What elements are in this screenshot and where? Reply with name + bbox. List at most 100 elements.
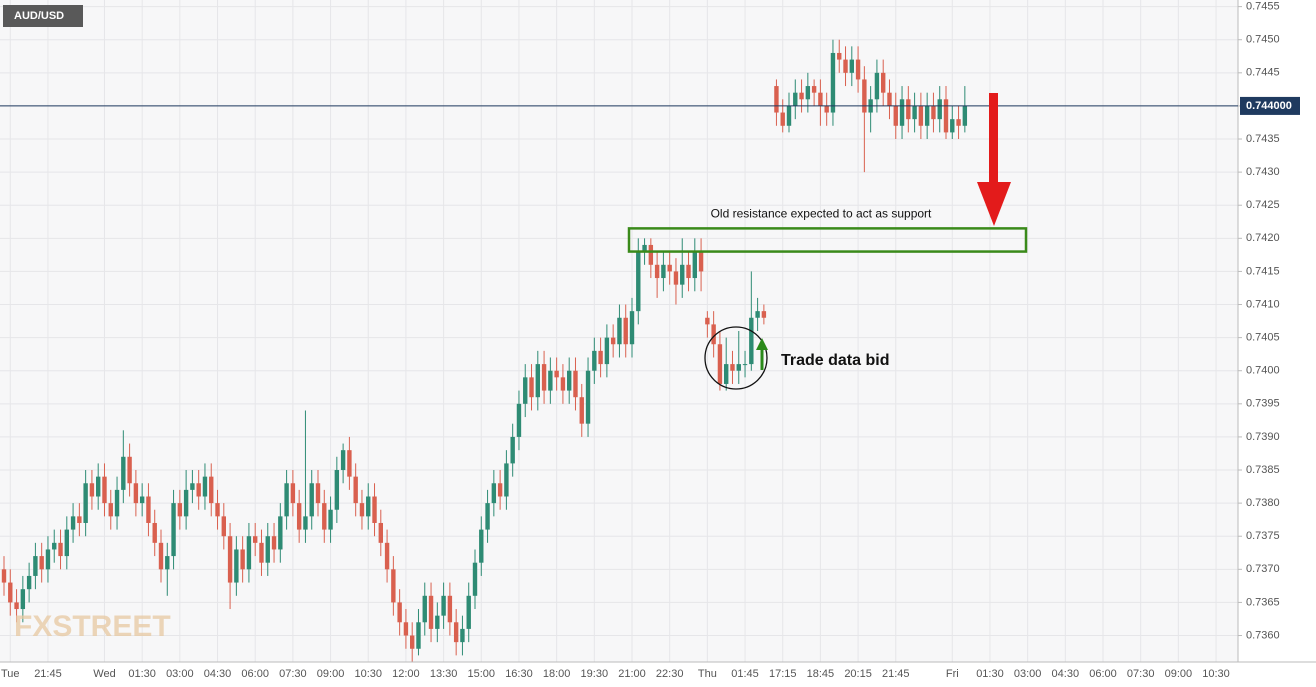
candle-body	[636, 251, 641, 312]
candle-body	[604, 337, 610, 365]
candle-body	[58, 542, 63, 557]
candle-body	[497, 483, 503, 497]
candle-body	[96, 476, 101, 497]
watermark: FXSTREET	[14, 610, 171, 643]
x-tick-label: 21:45	[34, 668, 62, 680]
candle-body	[190, 483, 195, 490]
candle-body	[962, 105, 968, 126]
candle-body	[724, 364, 729, 384]
x-tick-label: 18:45	[807, 668, 835, 680]
candle-body	[309, 483, 314, 517]
candle-body	[139, 496, 145, 504]
x-tick-label: 21:45	[882, 668, 910, 680]
x-tick-label: 09:00	[317, 668, 345, 680]
x-tick-label: 10:30	[1202, 668, 1230, 680]
y-tick-label: 0.7435	[1246, 133, 1280, 145]
candle-body	[950, 119, 955, 133]
candle-body	[253, 536, 258, 543]
candle-body	[711, 324, 716, 345]
candle-body	[504, 463, 509, 497]
y-tick-label: 0.7395	[1246, 398, 1280, 410]
x-tick-label: 09:00	[1165, 668, 1193, 680]
x-tick-label: 04:30	[1052, 668, 1080, 680]
x-tick-label: Fri	[946, 668, 959, 680]
candle-body	[397, 602, 402, 623]
candle-body	[171, 503, 176, 557]
candle-body	[881, 72, 886, 93]
x-tick-label: 01:30	[976, 668, 1004, 680]
candle-body	[780, 112, 785, 126]
candle-body	[667, 264, 672, 272]
candle-body	[378, 522, 383, 543]
candle-body	[466, 595, 471, 629]
candle-body	[692, 251, 697, 279]
candle-body	[818, 92, 823, 106]
candle-body	[290, 483, 296, 504]
y-tick-label: 0.7370	[1246, 563, 1280, 575]
candle-body	[165, 556, 170, 570]
candle-body	[152, 522, 157, 543]
candle-body	[906, 99, 911, 120]
candle-body	[108, 503, 113, 517]
x-tick-label: 12:00	[392, 668, 420, 680]
candle-body	[435, 615, 440, 629]
candle-body	[830, 52, 836, 113]
x-tick-label: 10:30	[354, 668, 382, 680]
x-tick-label: 03:00	[166, 668, 194, 680]
candle-body	[730, 364, 735, 371]
candle-body	[322, 503, 327, 530]
candle-body	[70, 516, 76, 530]
candle-body	[183, 489, 189, 517]
candle-body	[855, 59, 861, 80]
candle-body	[918, 105, 924, 126]
candle-body	[328, 509, 333, 530]
candle-body	[541, 364, 547, 391]
candle-body	[265, 536, 270, 563]
candle-body	[26, 575, 32, 590]
candle-body	[592, 350, 597, 371]
candle-body	[177, 503, 183, 517]
candle-body	[849, 59, 854, 73]
candle-body	[366, 496, 371, 517]
x-tick-label: 04:30	[204, 668, 232, 680]
candle-body	[529, 377, 534, 398]
candle-body	[453, 622, 459, 643]
candle-body	[535, 364, 540, 398]
candle-body	[680, 264, 685, 285]
candle-body	[246, 536, 252, 570]
candle-body	[20, 589, 26, 610]
candle-body	[45, 549, 51, 570]
x-tick-label: 22:30	[656, 668, 684, 680]
candle-body	[89, 483, 95, 497]
candle-body	[623, 317, 628, 345]
candle-body	[209, 476, 214, 504]
candle-body	[77, 516, 82, 523]
y-tick-label: 0.7415	[1246, 265, 1280, 277]
y-tick-label: 0.7430	[1246, 166, 1280, 178]
x-tick-label: 19:30	[581, 668, 609, 680]
candle-body	[686, 264, 691, 279]
candle-body	[114, 489, 120, 517]
candles	[1, 39, 968, 662]
candle-body	[83, 483, 88, 523]
support-zone	[627, 227, 1028, 253]
y-tick-label: 0.7365	[1246, 596, 1280, 608]
candle-body	[296, 503, 302, 530]
candle-body	[259, 542, 264, 563]
x-tick-label: 18:00	[543, 668, 571, 680]
candle-body	[516, 403, 522, 437]
x-tick-label: 07:30	[1127, 668, 1155, 680]
candle-body	[403, 622, 409, 636]
candle-body	[1, 569, 7, 583]
candle-body	[887, 92, 892, 106]
candle-body	[705, 317, 710, 325]
price-label-box	[1240, 96, 1300, 115]
x-tick-label: 06:00	[241, 668, 269, 680]
y-tick-label: 0.7380	[1246, 497, 1280, 509]
candle-body	[416, 622, 421, 649]
candle-body	[234, 549, 239, 583]
x-tick-label: Thu	[698, 668, 717, 680]
candle-body	[447, 595, 453, 623]
candle-body	[384, 542, 390, 570]
